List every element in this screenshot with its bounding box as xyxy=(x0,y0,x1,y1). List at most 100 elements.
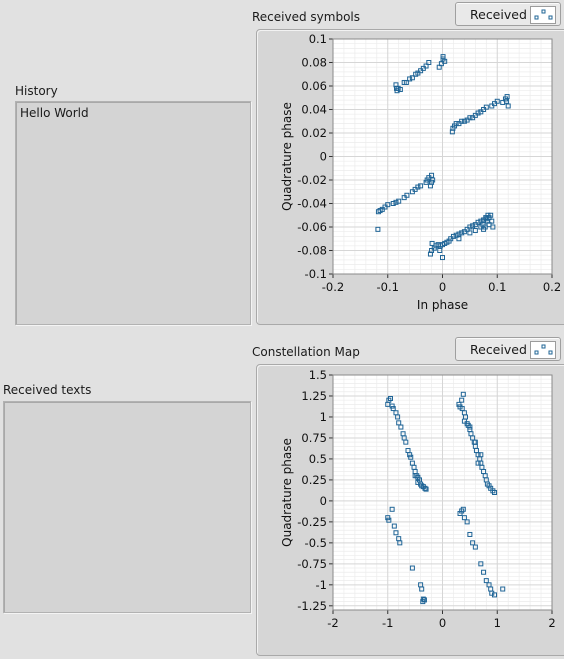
constellation-data-point xyxy=(393,530,399,536)
constellation-data-point xyxy=(409,565,415,571)
symbols-data-point xyxy=(483,104,489,110)
constellation-data-point xyxy=(460,506,466,512)
constellation-data-point xyxy=(397,540,403,546)
symbols-data-point xyxy=(504,94,510,100)
constellation-data-point xyxy=(390,406,396,412)
constellation-data-point xyxy=(419,586,425,592)
constellation-data-point xyxy=(467,531,473,537)
constellation-data-point xyxy=(481,569,487,575)
constellation-data-point xyxy=(470,540,476,546)
constellation-data-point xyxy=(391,523,397,529)
symbols-data-point xyxy=(456,236,462,242)
symbols-x-tick-label: 0 xyxy=(439,280,446,294)
constellation-data-point xyxy=(500,586,506,592)
history-text-box[interactable]: Hello World xyxy=(15,101,251,325)
symbols-legend[interactable]: Received xyxy=(455,2,561,26)
symbols-y-tick-label: 0.1 xyxy=(309,32,327,46)
symbols-data-point xyxy=(415,184,421,190)
symbols-x-tick-label: -0.2 xyxy=(322,280,344,294)
symbols-y-tick-label: -0.1 xyxy=(305,267,327,281)
symbols-data-point xyxy=(390,201,396,206)
symbols-data-point xyxy=(407,76,413,82)
symbols-data-point xyxy=(472,228,478,234)
symbols-data-point xyxy=(385,202,391,208)
symbols-data-point xyxy=(440,54,446,60)
symbols-data-point xyxy=(504,98,510,104)
symbols-y-tick-label: 0.02 xyxy=(301,126,327,140)
symbols-legend-marker-icon xyxy=(530,6,556,24)
constellation-y-tick-label: -0.5 xyxy=(305,536,327,550)
constellation-data-point xyxy=(398,424,404,430)
constellation-x-tick-label: 0 xyxy=(439,616,446,630)
constellation-data-point xyxy=(420,599,426,605)
symbols-data-point xyxy=(437,248,443,253)
symbols-legend-label: Received xyxy=(470,6,527,22)
symbols-data-point xyxy=(470,223,476,229)
symbols-x-tick-label: 0.1 xyxy=(488,280,506,294)
constellation-data-point xyxy=(407,452,413,458)
symbols-y-tick-label: -0.06 xyxy=(297,220,327,234)
symbols-data-point xyxy=(450,233,456,239)
symbols-data-point xyxy=(467,115,473,121)
constellation-plot-border xyxy=(332,374,553,611)
symbols-graph-frame: -0.2 -0.1 0 0.1 0.2 0.1 0.08 0.06 0.04 0.02 0 -0.02… xyxy=(256,29,564,325)
constellation-data-point xyxy=(423,486,429,492)
symbols-plot-border xyxy=(332,38,553,275)
symbols-y-tick-label: 0.08 xyxy=(301,56,327,70)
symbols-data-point xyxy=(459,230,465,236)
constellation-y-tick-label: 0.75 xyxy=(301,431,327,445)
constellation-y-tick-label: 0.5 xyxy=(309,452,327,466)
constellation-data-point xyxy=(420,596,426,602)
constellation-data-point xyxy=(412,473,418,479)
constellation-graph-frame: -2 -1 0 1 2 1.5 1.25 1 0.75 0.5 0.25 0 -0.25 -0.5 -0.7… xyxy=(256,364,564,656)
received-texts-label: Received texts xyxy=(3,383,92,397)
constellation-data-point xyxy=(460,391,466,397)
symbols-data-point xyxy=(418,183,424,189)
symbols-y-axis-label: Quadrature phase xyxy=(280,102,294,211)
received-texts-box[interactable] xyxy=(3,401,251,613)
constellation-data-point xyxy=(467,424,473,430)
symbols-data-point xyxy=(397,87,403,93)
symbols-y-tick-label: -0.08 xyxy=(297,244,327,258)
constellation-data-point xyxy=(422,485,428,491)
symbols-data-point xyxy=(467,224,473,230)
constellation-data-point xyxy=(483,578,489,584)
constellation-data-point xyxy=(475,460,481,466)
symbols-data-point xyxy=(459,118,465,124)
constellation-legend[interactable]: Received xyxy=(455,337,561,361)
constellation-chart[interactable]: -2 -1 0 1 2 1.5 1.25 1 0.75 0.5 0.25 0 -0.25 -0.5 -0.7… xyxy=(257,365,564,655)
constellation-data-point xyxy=(461,418,467,424)
symbols-y-tick-label: -0.02 xyxy=(297,173,327,187)
symbols-data-point xyxy=(461,118,467,124)
constellation-data-point xyxy=(387,396,393,401)
symbols-chart[interactable]: -0.2 -0.1 0 0.1 0.20.10.080.060.040.020-0.02… xyxy=(257,30,564,324)
constellation-y-tick-label: 1 xyxy=(320,410,327,424)
constellation-y-tick-label: 0.25 xyxy=(301,473,327,487)
constellation-y-axis-label: Quadrature phase xyxy=(280,438,294,547)
constellation-y-tick-label: -1 xyxy=(316,578,327,592)
constellation-x-tick-label: -1 xyxy=(382,616,393,630)
constellation-data-point xyxy=(472,439,478,445)
constellation-x-tick-label: -2 xyxy=(327,616,338,630)
constellation-x-tick-label: 1 xyxy=(494,616,501,630)
constellation-data-point xyxy=(395,414,401,420)
constellation-graph-title: Constellation Map xyxy=(252,345,360,359)
symbols-data-point xyxy=(442,58,448,64)
symbols-data-point xyxy=(423,63,429,69)
symbols-x-tick-label: 0.2 xyxy=(543,280,561,294)
symbols-data-point xyxy=(475,219,481,225)
constellation-data-point xyxy=(472,544,478,550)
history-label: History xyxy=(15,84,58,98)
symbols-data-point xyxy=(396,198,402,204)
symbols-data-point xyxy=(475,110,481,116)
symbols-data-point xyxy=(404,192,410,198)
constellation-data-point xyxy=(492,490,498,495)
history-text: Hello World xyxy=(20,106,89,120)
constellation-data-point xyxy=(478,452,484,458)
constellation-data-point xyxy=(478,561,484,567)
symbols-data-point xyxy=(409,75,415,81)
constellation-data-point xyxy=(389,403,395,409)
constellation-data-point xyxy=(456,401,462,407)
constellation-legend-label: Received xyxy=(470,341,527,357)
constellation-y-tick-label: 0 xyxy=(320,494,327,508)
